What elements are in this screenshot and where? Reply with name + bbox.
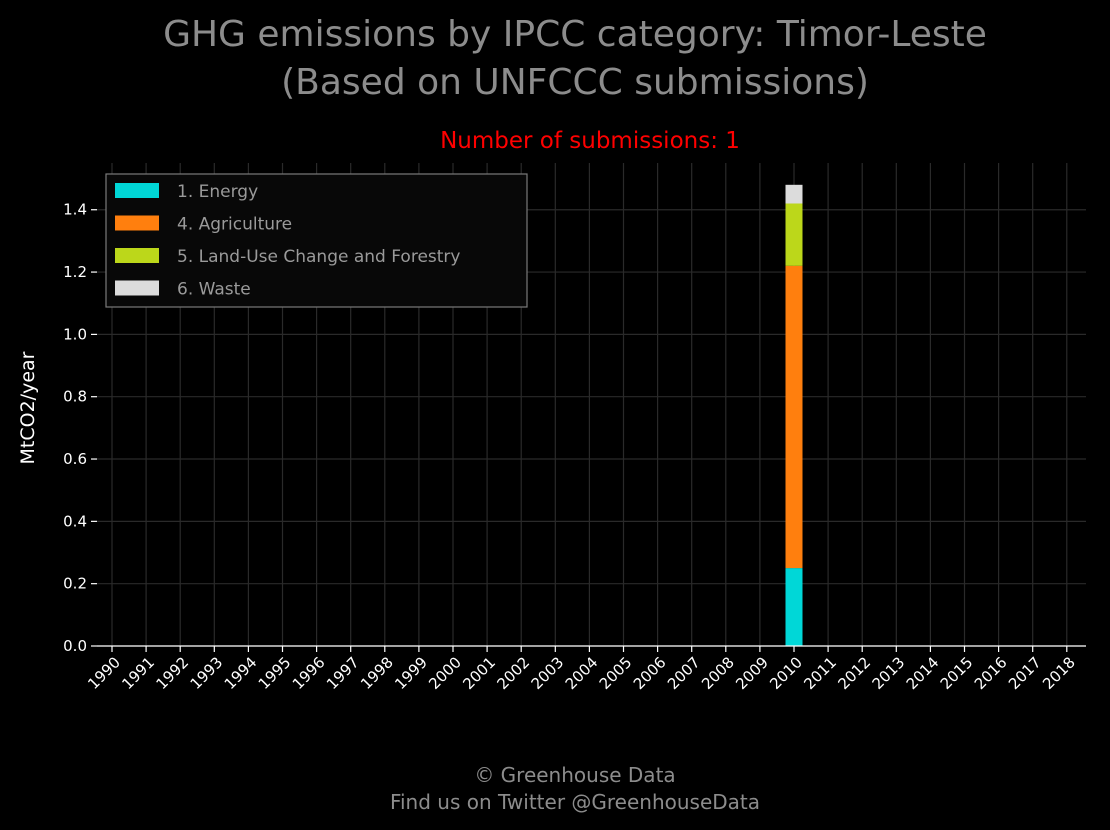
- chart-title-line1: GHG emissions by IPCC category: Timor-Le…: [163, 14, 987, 55]
- legend: 1. Energy 4. Agriculture 5. Land-Use Chang…: [105, 173, 528, 308]
- x-tick-label-1996: 1996: [289, 653, 329, 693]
- x-tick-label-1995: 1995: [255, 653, 295, 693]
- bar-2010-series-3: [785, 203, 803, 266]
- x-tick-label-2006: 2006: [630, 653, 670, 693]
- x-tick-label-2005: 2005: [596, 653, 636, 693]
- x-tick-label-2008: 2008: [698, 653, 738, 693]
- footer-twitter: Find us on Twitter @GreenhouseData: [390, 790, 760, 814]
- legend-swatch-3: [115, 248, 159, 263]
- legend-box: [105, 173, 528, 308]
- x-tick-label-1997: 1997: [323, 653, 363, 693]
- x-tick-label-1994: 1994: [221, 653, 261, 693]
- bar-2010-series-4: [785, 184, 803, 204]
- x-tick-label-2015: 2015: [937, 653, 977, 693]
- legend-swatch-2: [115, 215, 159, 231]
- y-tick-label-1.0: 1.0: [63, 325, 87, 343]
- x-tick-label-2000: 2000: [425, 653, 465, 693]
- x-tick-label-2018: 2018: [1039, 653, 1079, 693]
- bar-2010-series-1: [785, 568, 803, 646]
- x-tick-label-1990: 1990: [84, 653, 124, 693]
- x-tick-label-2014: 2014: [903, 653, 943, 693]
- legend-swatch-1: [115, 183, 159, 198]
- x-tick-label-2001: 2001: [459, 653, 499, 693]
- axes: [91, 209, 1086, 652]
- x-tick-label-1991: 1991: [118, 653, 158, 693]
- x-tick-label-1992: 1992: [152, 653, 192, 693]
- legend-label-1: 1. Energy: [177, 182, 258, 202]
- x-tick-label-1998: 1998: [357, 653, 397, 693]
- footer-copyright: © Greenhouse Data: [474, 763, 675, 787]
- y-tick-label-1.4: 1.4: [63, 201, 87, 219]
- legend-swatch-4: [115, 280, 159, 296]
- x-tick-label-2004: 2004: [562, 653, 602, 693]
- x-tick-label-2007: 2007: [664, 653, 704, 693]
- x-tick-label-1999: 1999: [391, 653, 431, 693]
- x-tick-labels: 1990199119921993199419951996199719981999…: [84, 653, 1079, 693]
- x-tick-label-2017: 2017: [1005, 653, 1045, 693]
- x-tick-label-2011: 2011: [800, 653, 840, 693]
- x-tick-label-2003: 2003: [528, 653, 568, 693]
- x-tick-label-2009: 2009: [732, 653, 772, 693]
- chart-subtitle: Number of submissions: 1: [440, 128, 740, 154]
- legend-label-4: 6. Waste: [177, 280, 251, 300]
- chart-title-line2: (Based on UNFCCC submissions): [281, 62, 869, 103]
- y-tick-label-0.4: 0.4: [63, 512, 87, 530]
- y-axis-label: MtCO2/year: [17, 351, 39, 464]
- y-tick-label-0.2: 0.2: [63, 575, 87, 593]
- y-tick-label-1.2: 1.2: [63, 263, 87, 281]
- x-tick-label-2016: 2016: [971, 653, 1011, 693]
- x-tick-label-2013: 2013: [869, 653, 909, 693]
- y-tick-label-0.8: 0.8: [63, 388, 87, 406]
- x-tick-label-2002: 2002: [493, 653, 533, 693]
- bars: [785, 184, 803, 646]
- y-tick-label-0.6: 0.6: [63, 450, 87, 468]
- x-tick-label-1993: 1993: [187, 653, 227, 693]
- y-tick-label-0.0: 0.0: [63, 637, 87, 655]
- legend-label-2: 4. Agriculture: [177, 215, 292, 235]
- x-tick-label-2010: 2010: [766, 653, 806, 693]
- bar-2010-series-2: [785, 265, 803, 569]
- y-tick-labels: 0.0 0.2 0.4 0.6 0.8 1.0 1.2 1.4: [63, 201, 87, 655]
- x-tick-label-2012: 2012: [834, 653, 874, 693]
- legend-label-3: 5. Land-Use Change and Forestry: [177, 247, 460, 267]
